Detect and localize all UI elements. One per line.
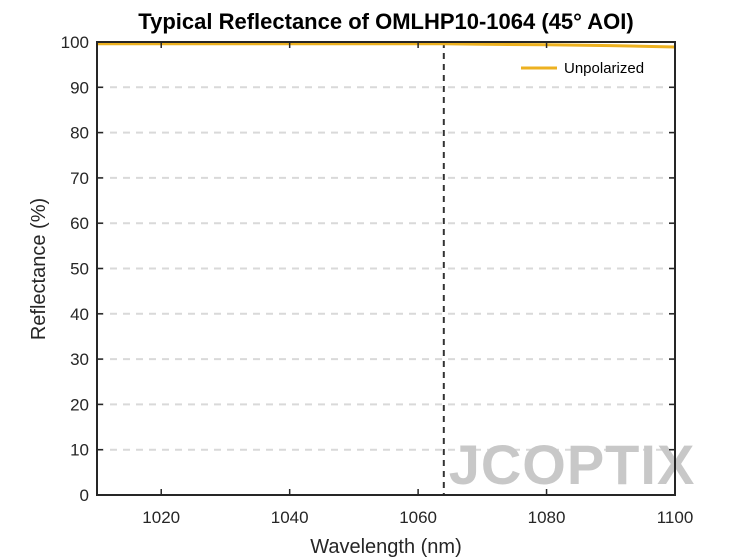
legend-label-unpolarized: Unpolarized [564, 60, 644, 77]
y-tick-label-0: 0 [80, 486, 89, 505]
watermark-logo: JCOPTIX [449, 433, 696, 496]
y-tick-label-30: 30 [70, 350, 89, 369]
y-tick-label-60: 60 [70, 214, 89, 233]
grid-lines [97, 86, 675, 451]
y-tick-label-90: 90 [70, 78, 89, 97]
x-tick-label-1040: 1040 [271, 508, 309, 527]
y-tick-label-80: 80 [70, 124, 89, 143]
y-tick-label-50: 50 [70, 260, 89, 279]
x-tick-label-1100: 1100 [657, 508, 694, 527]
y-tick-label-40: 40 [70, 305, 89, 324]
x-axis-ticks: 1020 1040 1060 1080 1100 [142, 42, 693, 527]
y-tick-label-20: 20 [70, 395, 89, 414]
legend: Unpolarized [521, 60, 644, 77]
x-tick-label-1020: 1020 [142, 508, 180, 527]
y-tick-label-100: 100 [61, 33, 89, 52]
y-tick-label-10: 10 [70, 441, 89, 460]
chart-title: Typical Reflectance of OMLHP10-1064 (45°… [138, 9, 633, 34]
y-axis-ticks: 0 10 20 30 40 50 60 70 80 90 100 [61, 33, 675, 505]
y-tick-label-70: 70 [70, 169, 89, 188]
x-tick-label-1060: 1060 [399, 508, 437, 527]
x-tick-label-1080: 1080 [528, 508, 566, 527]
y-axis-label: Reflectance (%) [28, 198, 50, 340]
x-axis-label: Wavelength (nm) [310, 536, 462, 558]
